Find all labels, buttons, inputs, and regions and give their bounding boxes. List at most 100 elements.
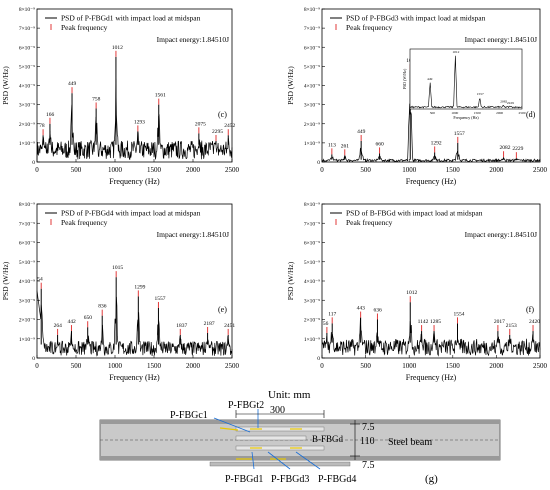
- y-tick-label: 7×10⁻⁹: [304, 26, 320, 32]
- legend-entry-psd: PSD of P-FBGd4 with impact load at midsp…: [61, 209, 201, 218]
- x-tick-label: 1000: [108, 166, 123, 174]
- peak-label: 449: [357, 129, 366, 135]
- y-tick-label: 5×10⁻⁹: [19, 260, 35, 266]
- peak-label: 2187: [204, 321, 215, 327]
- label-pfbgd3: P-FBGd3: [271, 474, 309, 485]
- peak-label: 1554: [454, 311, 465, 317]
- plot-frame: [36, 203, 233, 359]
- y-tick-label: 2×10⁻⁹: [19, 318, 35, 324]
- inset-x-axis-label: Frequency (Hz): [453, 115, 479, 120]
- peak-label: 636: [373, 308, 382, 314]
- legend-entry-psd: PSD of B-FBGd with impact load at midspa…: [346, 209, 483, 218]
- x-tick-label: 1000: [402, 362, 417, 370]
- peak-label: 2017: [494, 319, 505, 325]
- y-tick-label: 1×10⁻⁹: [304, 141, 320, 147]
- peak-label: 650: [84, 315, 93, 321]
- peak-label: 1012: [406, 290, 417, 296]
- y-tick-label: 1×10⁻⁹: [19, 141, 35, 147]
- y-tick-label: 6×10⁻⁹: [19, 45, 35, 51]
- dimension-300: 300: [270, 405, 285, 416]
- x-tick-label: 1500: [446, 362, 461, 370]
- beam-schematic: Unit: mm P-FBGt2 300 P-FBGc1 B-FBGd 7.5 …: [99, 389, 501, 485]
- y-tick-label: 3×10⁻⁹: [19, 103, 35, 109]
- peak-label: 117: [328, 311, 336, 317]
- plot-frame: [321, 203, 541, 359]
- legend-entry-peak: Peak frequency: [346, 218, 393, 227]
- inset-x-tick-label: 2500: [519, 111, 526, 115]
- label-steel-beam: Steel beam: [388, 437, 432, 448]
- peak-label: 2075: [195, 121, 206, 127]
- y-tick-label: 8×10⁻⁹: [19, 202, 35, 208]
- inset-peak-label: 2082: [500, 100, 507, 104]
- legend-entry-psd: PSD of P-FBGd3 with impact load at midsp…: [346, 14, 486, 23]
- leader-pfbgd1: [251, 451, 255, 470]
- x-tick-label: 500: [71, 166, 82, 174]
- impact-energy-annotation: Impact energy:1.84510J: [465, 35, 537, 44]
- peak-label: 1015: [112, 265, 123, 271]
- impact-energy-annotation: Impact energy:1.84510J: [157, 35, 229, 44]
- y-tick-label: 2×10⁻⁹: [304, 318, 320, 324]
- inset-peak-label: 1012: [452, 50, 459, 54]
- x-tick-label: 0: [320, 166, 324, 174]
- cfrp-strip-3: [235, 445, 325, 451]
- inset-peak-label: 449: [427, 77, 433, 81]
- x-tick-label: 2000: [186, 166, 201, 174]
- psd-trace: [36, 290, 233, 357]
- x-axis-label: Frequency (Hz): [109, 373, 160, 382]
- x-tick-label: 1500: [147, 166, 162, 174]
- leader-pfbgd3: [267, 451, 291, 470]
- unit-label: Unit: mm: [268, 389, 311, 401]
- inset-chart: 449 1012 1557 2082 2229 0 500 1000 1500 2000 2500 F…: [402, 48, 526, 120]
- impact-energy-annotation: Impact energy:1.84510J: [157, 230, 229, 239]
- leader-pfbgc1: [213, 417, 251, 433]
- x-tick-label: 2500: [533, 166, 548, 174]
- x-tick-label: 1500: [147, 362, 162, 370]
- inset-peak-label: 2229: [507, 101, 514, 105]
- peak-label: 758: [92, 96, 101, 102]
- y-tick-label: 2×10⁻⁹: [19, 122, 35, 128]
- x-tick-label: 0: [35, 362, 39, 370]
- y-tick-label: 6×10⁻⁹: [304, 241, 320, 247]
- peak-label: 2451: [224, 323, 235, 329]
- inset-peak-label: 1557: [477, 92, 484, 96]
- y-tick-label: 1×10⁻⁹: [304, 337, 320, 343]
- label-pfbgc1: P-FBGc1: [170, 410, 208, 421]
- peak-label: 1299: [134, 284, 145, 290]
- cfrp-strip-1: [235, 426, 325, 432]
- y-tick-label: 8×10⁻⁹: [304, 202, 320, 208]
- psd-panel-3: 54 264 442 650 836 1015 1299 1557 1837 2187 2451 0 5…: [1, 202, 240, 382]
- peak-label: 54: [37, 277, 43, 283]
- peak-label: 2452: [224, 123, 235, 129]
- label-pfbgd1: P-FBGd1: [225, 474, 263, 485]
- peak-label: 2295: [212, 129, 223, 135]
- dimension-110: 110: [360, 436, 375, 447]
- x-tick-label: 1000: [402, 166, 417, 174]
- y-axis-label: PSD (W/Hz): [1, 66, 10, 105]
- y-tick-label: 5×10⁻⁹: [304, 260, 320, 266]
- peak-label: 660: [376, 141, 385, 147]
- y-tick-label: 1×10⁻⁹: [19, 337, 35, 343]
- bottom-flange: [100, 456, 500, 460]
- peak-label: 1561: [155, 93, 166, 99]
- y-tick-label: 4×10⁻⁹: [304, 279, 320, 285]
- panel-label: (d): [526, 110, 536, 119]
- y-tick-label: 6×10⁻⁹: [304, 45, 320, 51]
- peak-label: 1285: [430, 319, 441, 325]
- y-tick-label: 4×10⁻⁹: [304, 84, 320, 90]
- y-tick-label: 7×10⁻⁹: [19, 26, 35, 32]
- inset-y-axis-label: PSD (W/Hz): [402, 68, 407, 89]
- panel-label: (f): [526, 305, 534, 314]
- x-tick-label: 1000: [108, 362, 123, 370]
- peak-label: 2153: [506, 323, 517, 329]
- y-tick-label: 7×10⁻⁹: [304, 221, 320, 227]
- y-tick-label: 4×10⁻⁹: [19, 84, 35, 90]
- label-bfbgd: B-FBGd: [312, 434, 344, 444]
- x-tick-label: 2000: [186, 362, 201, 370]
- x-axis-label: Frequency (Hz): [109, 177, 160, 186]
- peak-label: 2420: [529, 319, 540, 325]
- y-axis-label: PSD (W/Hz): [286, 261, 295, 300]
- dimension-7-5-bottom: 7.5: [362, 460, 375, 471]
- peak-label: 2082: [500, 145, 511, 151]
- x-axis-label: Frequency (Hz): [406, 373, 457, 382]
